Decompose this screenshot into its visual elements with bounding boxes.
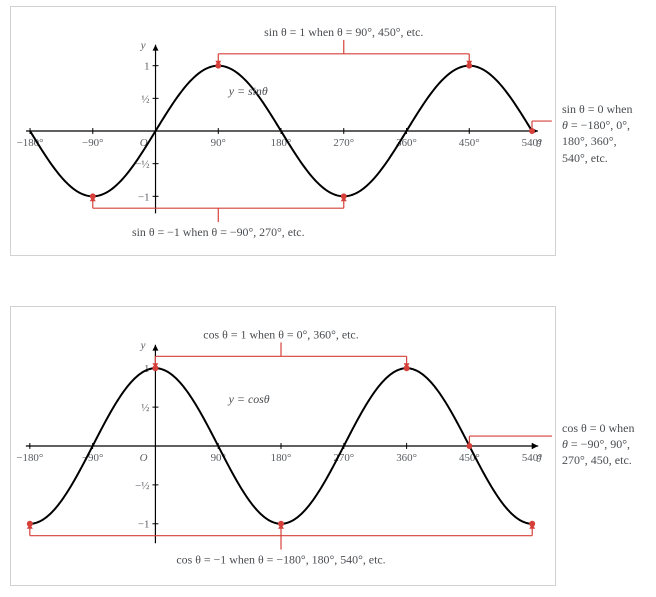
svg-text:1: 1	[144, 61, 149, 73]
cos-chart-svg: yθ−180°−90°O90°180°270°360°450°540°−1−½½…	[11, 307, 555, 585]
cos-chart-panel: yθ−180°−90°O90°180°270°360°450°540°−1−½½…	[10, 306, 556, 586]
sin-side-line3: 180°, 360°,	[562, 133, 633, 149]
svg-text:−180°: −180°	[16, 452, 43, 464]
svg-text:270°: 270°	[333, 137, 354, 149]
svg-text:½: ½	[141, 402, 149, 414]
svg-text:y: y	[140, 340, 146, 352]
svg-text:450°: 450°	[459, 137, 480, 149]
cos-side-line1: cos θ = 0 when	[562, 420, 635, 436]
cos-side-line3: 270°, 450, etc.	[562, 452, 635, 468]
svg-text:y: y	[140, 40, 146, 52]
cos-side-line2: θ = −90°, 90°,	[562, 436, 635, 452]
svg-text:360°: 360°	[396, 452, 417, 464]
svg-text:sin θ = −1 when θ = −90°, 270°: sin θ = −1 when θ = −90°, 270°, etc.	[132, 225, 305, 239]
svg-text:−1: −1	[138, 519, 150, 531]
svg-text:−90°: −90°	[82, 137, 103, 149]
svg-text:90°: 90°	[211, 137, 226, 149]
svg-text:−½: −½	[135, 480, 149, 492]
svg-text:540°: 540°	[522, 452, 543, 464]
sin-zero-annotation: sin θ = 0 when θ = −180°, 0°, 180°, 360°…	[562, 101, 633, 166]
svg-text:180°: 180°	[271, 452, 292, 464]
svg-text:y = cosθ: y = cosθ	[228, 392, 270, 406]
svg-text:O: O	[140, 452, 148, 464]
sin-chart-panel: yθ−180°−90°O90°180°270°360°450°540°−1−½½…	[10, 6, 556, 256]
svg-text:½: ½	[141, 93, 149, 105]
svg-text:sin θ = 1 when θ = 90°, 450°,: sin θ = 1 when θ = 90°, 450°, etc.	[264, 25, 423, 39]
svg-text:cos θ = −1 when θ = −180°, 180: cos θ = −1 when θ = −180°, 180°, 540°, e…	[176, 552, 385, 566]
sin-side-line1: sin θ = 0 when	[562, 101, 633, 117]
sin-side-line2: θ = −180°, 0°,	[562, 117, 633, 133]
cos-zero-annotation: cos θ = 0 when θ = −90°, 90°, 270°, 450,…	[562, 420, 635, 469]
svg-text:cos θ = 1 when θ = 0°, 360°, e: cos θ = 1 when θ = 0°, 360°, etc.	[203, 327, 358, 341]
svg-text:−1: −1	[138, 191, 150, 203]
sin-side-line4: 540°, etc.	[562, 150, 633, 166]
svg-text:540°: 540°	[522, 137, 543, 149]
sin-chart-svg: yθ−180°−90°O90°180°270°360°450°540°−1−½½…	[11, 7, 555, 255]
svg-text:y = sinθ: y = sinθ	[228, 84, 268, 98]
